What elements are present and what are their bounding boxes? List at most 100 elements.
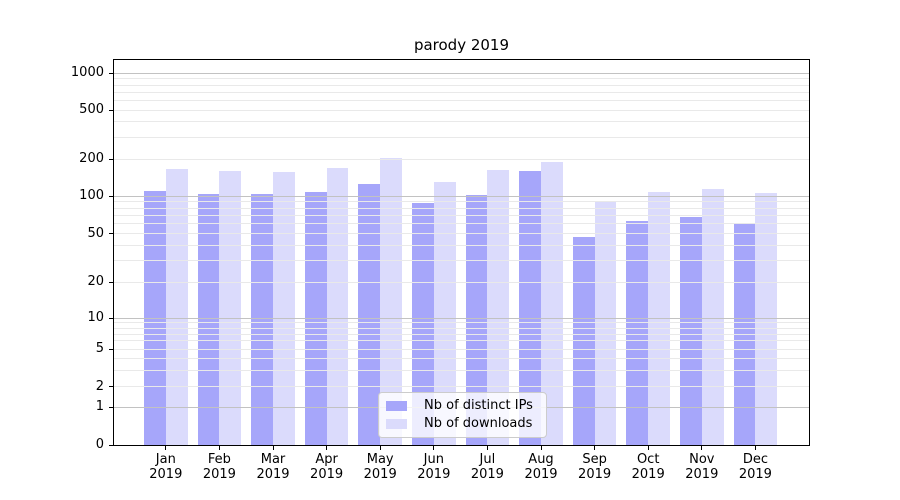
gridline-minor (114, 386, 809, 388)
x-axis-tick-label: Jan 2019 (134, 452, 198, 482)
gridline-major (114, 317, 809, 319)
legend-swatch-distinct-ips (386, 401, 407, 411)
x-axis-tick-mark (165, 446, 167, 450)
gridline-minor (114, 84, 809, 86)
bar-distinct-ips (358, 184, 381, 445)
x-axis-tick-mark (486, 446, 488, 450)
x-tick-month: Mar (260, 452, 286, 467)
x-axis-tick-mark (326, 446, 328, 450)
x-axis-tick-label: Aug 2019 (509, 452, 573, 482)
y-axis-tick-mark (109, 348, 113, 350)
gridline-minor (114, 357, 809, 359)
y-axis-tick-mark (109, 406, 113, 408)
y-axis-tick-label: 50 (87, 225, 104, 241)
gridline-minor (114, 281, 809, 283)
gridline-minor (114, 244, 809, 246)
x-tick-year: 2019 (631, 467, 665, 482)
x-tick-year: 2019 (310, 467, 344, 482)
x-tick-year: 2019 (685, 467, 719, 482)
gridline-minor (114, 109, 809, 111)
gridline-minor (114, 223, 809, 225)
x-axis-tick-label: Feb 2019 (187, 452, 251, 482)
gridline-minor (114, 207, 809, 209)
bar-downloads (541, 161, 563, 445)
x-tick-month: Aug (528, 452, 554, 467)
bar-distinct-ips (519, 170, 541, 445)
y-axis-tick-label: 5 (95, 341, 104, 356)
x-axis-tick-label: Sep 2019 (563, 452, 627, 482)
x-tick-year: 2019 (202, 467, 236, 482)
bar-downloads (380, 157, 402, 445)
gridline-minor (114, 340, 809, 342)
legend-label-distinct-ips: Nb of distinct IPs (424, 398, 533, 413)
x-tick-year: 2019 (256, 467, 290, 482)
gridline-minor (114, 369, 809, 371)
legend-entry-distinct-ips: Nb of distinct IPs (386, 399, 538, 413)
x-axis-tick-label: Dec 2019 (723, 452, 787, 482)
y-axis-tick-mark (109, 233, 113, 234)
gridline-minor (114, 327, 809, 329)
x-axis-tick-label: Nov 2019 (670, 452, 734, 482)
x-tick-month: Sep (582, 452, 607, 467)
bar-downloads (219, 170, 242, 445)
bar-downloads (701, 188, 724, 445)
x-tick-year: 2019 (149, 467, 183, 482)
x-tick-month: Jul (479, 452, 496, 467)
x-tick-month: Oct (636, 452, 660, 467)
bar-downloads (755, 193, 778, 445)
x-axis-tick-label: Mar 2019 (241, 452, 305, 482)
bar-distinct-ips (626, 220, 649, 445)
legend-entry-downloads: Nb of downloads (386, 417, 538, 431)
legend-swatch-downloads (386, 419, 407, 429)
x-tick-year: 2019 (417, 467, 451, 482)
x-axis-tick-label: Jul 2019 (455, 452, 519, 482)
gridline-minor (114, 91, 809, 93)
bar-distinct-ips (412, 202, 434, 445)
x-axis-tick-mark (272, 446, 274, 450)
y-axis-tick-label: 20 (87, 274, 104, 289)
x-tick-month: Nov (689, 452, 715, 467)
y-axis-tick-label: 500 (79, 102, 104, 117)
x-axis-tick-mark (594, 446, 596, 450)
x-tick-year: 2019 (470, 467, 504, 482)
y-axis-tick-label: 1 (95, 399, 104, 414)
y-axis-tick-mark (109, 72, 113, 74)
x-axis-tick-mark (379, 446, 381, 450)
y-axis-tick-label: 10 (87, 310, 104, 326)
gridline-minor (114, 99, 809, 101)
x-axis-tick-mark (433, 446, 435, 450)
gridline-major (114, 72, 809, 74)
legend-label-downloads: Nb of downloads (424, 416, 533, 431)
gridline-minor (114, 158, 809, 160)
bar-distinct-ips (251, 194, 273, 445)
y-axis-tick-label: 0 (95, 437, 104, 452)
y-axis-tick-label: 2 (95, 378, 104, 394)
bar-downloads (273, 172, 295, 445)
gridline-minor (114, 233, 809, 234)
x-tick-month: Jun (423, 452, 444, 467)
x-tick-month: Feb (207, 452, 231, 467)
y-axis-tick-mark (109, 158, 113, 160)
x-tick-month: Dec (742, 452, 768, 467)
gridline-minor (114, 214, 809, 216)
bar-downloads (487, 169, 510, 445)
gridline-minor (114, 121, 809, 123)
bar-distinct-ips (197, 194, 220, 445)
gridline-minor (114, 322, 809, 324)
x-axis-tick-mark (218, 446, 220, 450)
x-tick-year: 2019 (738, 467, 772, 482)
x-axis-tick-mark (540, 446, 542, 450)
x-tick-year: 2019 (578, 467, 612, 482)
bar-downloads (165, 169, 188, 445)
x-tick-year: 2019 (524, 467, 558, 482)
y-axis-tick-label: 200 (79, 151, 104, 166)
gridline-minor (114, 78, 809, 80)
bar-distinct-ips (465, 194, 488, 445)
x-axis-tick-mark (754, 446, 756, 450)
x-axis-tick-mark (701, 446, 703, 450)
x-tick-year: 2019 (363, 467, 397, 482)
bar-downloads (326, 167, 349, 445)
y-axis-tick-mark (109, 195, 113, 197)
bar-downloads (433, 181, 456, 445)
y-axis-tick-mark (109, 386, 113, 388)
